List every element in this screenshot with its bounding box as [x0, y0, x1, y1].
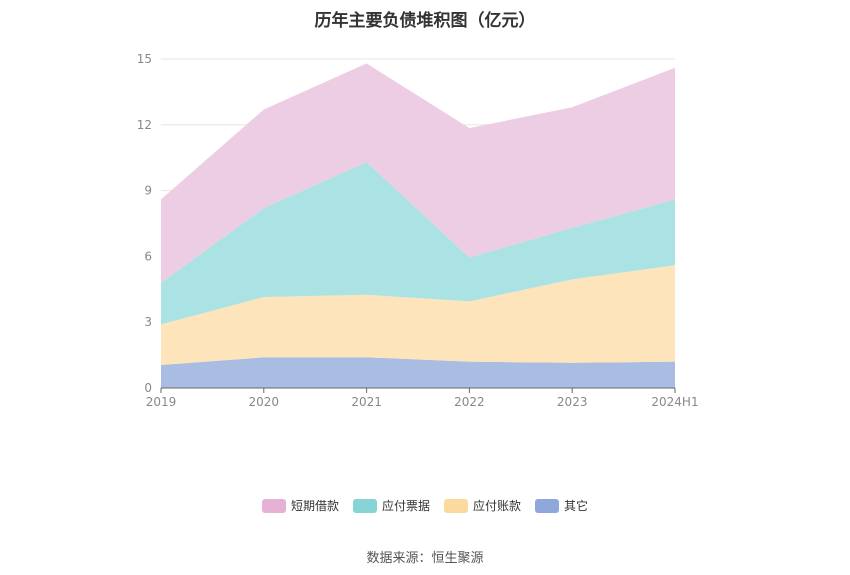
area-其它 [161, 357, 675, 388]
legend-swatch [444, 498, 468, 513]
area-短期借款 [161, 63, 675, 283]
legend: 短期借款 应付票据 应付账款 其它 [0, 497, 850, 514]
legend-swatch [352, 498, 377, 513]
legend-label: 其它 [564, 499, 589, 513]
y-tick-label: 3 [144, 315, 152, 329]
legend-item[interactable]: 应付账款 [444, 497, 521, 514]
x-tick-label: 2022 [454, 395, 485, 409]
legend-label: 短期借款 [290, 499, 339, 513]
x-tick-label: 2024H1 [651, 395, 698, 409]
area-应付账款 [161, 265, 675, 365]
legend-label: 应付票据 [381, 499, 430, 513]
legend-swatch [535, 498, 560, 513]
x-tick-label: 2023 [557, 395, 588, 409]
y-tick-label: 6 [144, 249, 152, 263]
x-tick-label: 2021 [351, 395, 382, 409]
y-tick-label: 12 [137, 118, 152, 132]
legend-label: 应付账款 [473, 499, 522, 513]
y-tick-label: 15 [137, 52, 152, 66]
legend-item[interactable]: 其它 [535, 497, 588, 514]
legend-item[interactable]: 应付票据 [352, 497, 430, 514]
x-tick-label: 2020 [249, 395, 280, 409]
x-tick-label: 2019 [146, 395, 177, 409]
axes: 0 3 6 9 12 15 2019 2020 2021 2022 2023 2024H1 [137, 52, 699, 409]
data-source: 数据来源：恒生聚源 [366, 551, 484, 566]
area-series [161, 63, 675, 388]
y-tick-label: 9 [144, 184, 152, 198]
area-应付票据 [161, 162, 675, 325]
y-tick-label: 0 [144, 381, 152, 395]
legend-item[interactable]: 短期借款 [261, 497, 339, 514]
chart-title: 历年主要负债堆积图（亿元） [314, 11, 536, 31]
legend-swatch [261, 498, 286, 513]
